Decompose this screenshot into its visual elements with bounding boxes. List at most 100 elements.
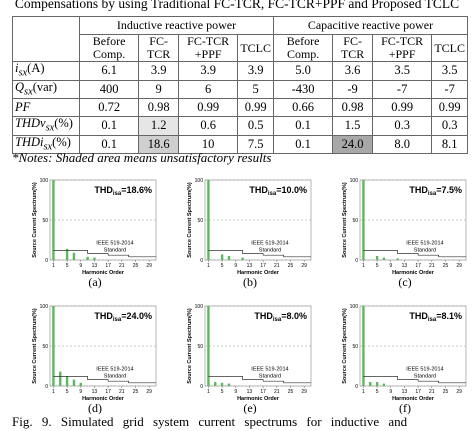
thd-value: =18.6% xyxy=(121,185,152,195)
harmonic-bar xyxy=(52,306,55,386)
y-tick-label: 50 xyxy=(197,344,203,350)
x-tick-label: 9 xyxy=(234,263,237,269)
standard-text: IEEE 519-2014 xyxy=(406,240,443,246)
table-cell: 7.5 xyxy=(237,134,274,154)
y-tick-label: 0 xyxy=(45,258,48,264)
note: *Notes: Shaded area means unsatisfactory… xyxy=(12,150,272,165)
table-cell: 3.5 xyxy=(371,61,433,81)
table-row: Qsx(var) 400 9 6 5 -430 -9 -7 -7 xyxy=(12,79,468,99)
standard-text: IEEE 519-2014 xyxy=(406,366,443,372)
thd-label: THDisa=10.0% xyxy=(249,185,307,197)
results-table: Inductive reactive power Capacitive react… xyxy=(12,16,469,154)
caption: Fig. 9. Simulated grid system current sp… xyxy=(12,414,408,429)
thd-label: THDisa=18.6% xyxy=(94,185,152,197)
column-header: TCLC xyxy=(431,34,468,62)
row-label: PF xyxy=(12,98,80,117)
y-tick-label: 0 xyxy=(200,384,203,390)
table-cell: 0.1 xyxy=(78,116,140,136)
column-header: FC-TCR +PPF xyxy=(177,34,239,62)
table-cell: 6.1 xyxy=(78,61,140,81)
table-cell: 8.1 xyxy=(431,134,468,154)
harmonic-bar xyxy=(59,371,62,386)
y-axis-label: Source Current Spectrum(%) xyxy=(32,182,38,258)
x-tick-label: 5 xyxy=(376,389,379,395)
harmonic-bar xyxy=(382,383,386,386)
x-tick-label: 13 xyxy=(92,389,98,395)
x-tick-label: 17 xyxy=(260,389,266,395)
table-cell: 0.99 xyxy=(177,98,239,117)
table-cell: 6 xyxy=(177,79,239,99)
standard-text: IEEE 519-2014 xyxy=(96,366,133,372)
standard-limit xyxy=(53,250,156,258)
x-tick-label: 5 xyxy=(221,263,224,269)
row-label-sub: sx xyxy=(18,67,28,79)
panel-label: (c) xyxy=(398,275,411,289)
x-tick-label: 29 xyxy=(146,263,152,269)
x-tick-label: 1 xyxy=(362,263,365,269)
panel-label: (b) xyxy=(243,275,257,289)
standard-text: Standard xyxy=(414,373,436,379)
row-label-unit: (%) xyxy=(52,134,71,149)
column-header: FC-TCR xyxy=(138,34,179,62)
row-label-main: THDv xyxy=(15,116,46,130)
harmonic-bar xyxy=(72,252,76,260)
x-tick-label: 13 xyxy=(247,263,253,269)
standard-text: Standard xyxy=(259,247,281,253)
harmonic-bar xyxy=(65,376,69,386)
table-cell: 9 xyxy=(138,79,179,99)
x-tick-label: 9 xyxy=(234,389,237,395)
harmonic-bar xyxy=(65,248,69,260)
y-axis-label: Source Current Spectrum(%) xyxy=(342,182,348,258)
table-cell: 0.99 xyxy=(431,98,468,117)
column-header: TCLC xyxy=(237,34,274,62)
x-axis-label: Harmonic Order xyxy=(82,270,125,276)
standard-text: Standard xyxy=(414,247,436,253)
harmonic-bar xyxy=(207,306,210,386)
row-label-unit: (A) xyxy=(27,61,45,75)
standard-limit xyxy=(208,376,311,384)
panel-label: (f) xyxy=(399,401,411,414)
row-label-sub: sx xyxy=(45,122,55,134)
row-label-main: PF xyxy=(15,100,31,114)
y-tick-label: 50 xyxy=(352,344,358,350)
table-cell: 0.72 xyxy=(78,98,140,117)
thd-label: THDisa=24.0% xyxy=(94,311,152,323)
x-tick-label: 17 xyxy=(415,263,421,269)
row-label-main: Q xyxy=(15,79,25,94)
row-label-unit: (%) xyxy=(54,116,73,130)
x-tick-label: 25 xyxy=(288,263,294,269)
harmonic-bar xyxy=(227,383,231,386)
spectrum-panel: 0 50 100 1 5 9 13 17 21 25 29 IEEE 519-2014Standard… xyxy=(32,178,157,289)
y-tick-label: 100 xyxy=(350,178,359,184)
thd-main: THD xyxy=(94,311,113,321)
header-row: Before Comp. FC-TCR FC-TCR +PPF TCLC Before … xyxy=(13,34,468,62)
x-tick-label: 1 xyxy=(362,389,365,395)
harmonic-bar xyxy=(52,180,55,260)
table-cell: 0.1 xyxy=(272,134,334,154)
column-header: Before Comp. xyxy=(78,34,140,62)
table-row: isx(A) 6.1 3.9 3.9 3.9 5.0 3.6 3.5 3.5 xyxy=(12,61,468,81)
y-axis-label: Source Current Spectrum(%) xyxy=(32,308,38,384)
x-tick-label: 29 xyxy=(146,389,152,395)
harmonic-bar xyxy=(241,257,244,260)
y-tick-label: 100 xyxy=(195,178,204,184)
x-axis-label: Harmonic Order xyxy=(392,270,435,276)
y-tick-label: 100 xyxy=(40,178,49,184)
table-cell: 8.0 xyxy=(371,134,433,154)
table-cell: -430 xyxy=(272,79,334,99)
standard-text: Standard xyxy=(259,373,281,379)
thd-label: THDisa=8.0% xyxy=(254,311,307,323)
x-tick-label: 17 xyxy=(105,263,111,269)
harmonic-bar xyxy=(207,180,210,260)
thd-main: THD xyxy=(249,185,268,195)
table-cell: 0.3 xyxy=(371,116,433,136)
y-tick-label: 100 xyxy=(195,304,204,310)
thd-sub: isa xyxy=(273,317,282,323)
x-tick-label: 25 xyxy=(443,263,449,269)
table-cell: 3.6 xyxy=(332,61,373,81)
x-tick-label: 5 xyxy=(66,263,69,269)
row-label-main: THDi xyxy=(15,134,44,149)
table-cell: 400 xyxy=(78,79,140,99)
table-cell: 5 xyxy=(237,79,274,99)
x-tick-label: 25 xyxy=(443,389,449,395)
